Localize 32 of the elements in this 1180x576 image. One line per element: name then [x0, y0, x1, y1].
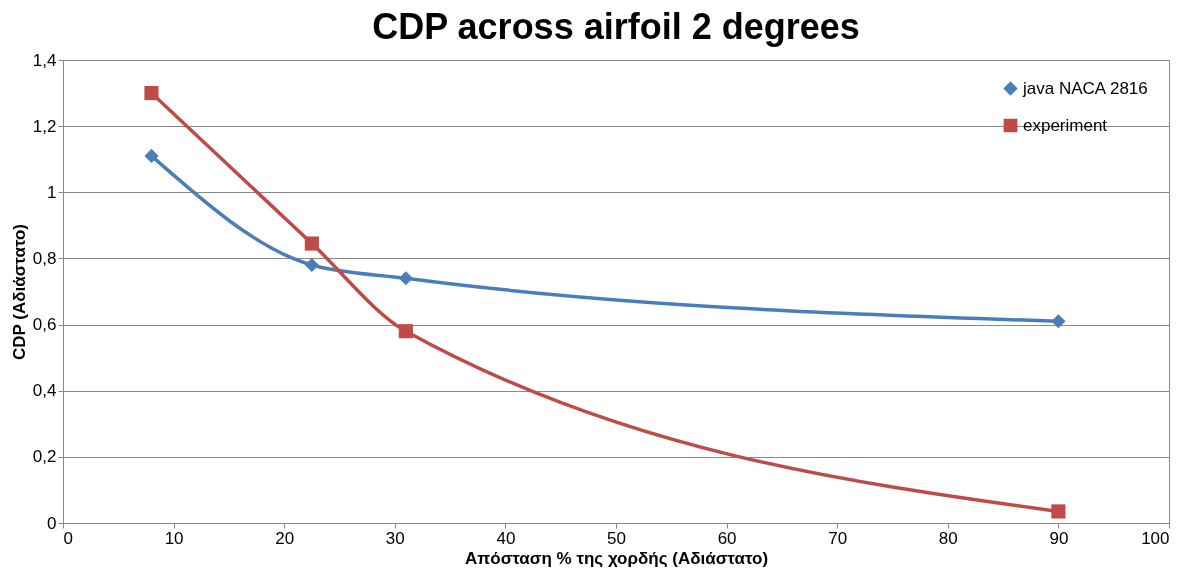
x-tick-label: 80 [938, 528, 958, 548]
point [1051, 314, 1066, 329]
y-tick-label: 0,8 [32, 248, 57, 268]
point [398, 271, 413, 286]
x-tick-label: 0 [63, 528, 73, 548]
y-axis-title: CDP (Αδιάστατο) [9, 223, 29, 361]
x-tick-label: 100 [1141, 528, 1170, 548]
y-tick-label: 1 [47, 182, 57, 202]
x-tick-label: 30 [385, 528, 405, 548]
point [144, 148, 159, 163]
point [304, 257, 319, 273]
legend-label: experiment [1023, 115, 1108, 135]
x-tick-label: 50 [607, 528, 626, 548]
point [144, 86, 159, 101]
x-tick-label: 20 [275, 528, 295, 548]
x-tick-label: 70 [828, 528, 848, 548]
y-tick-label: 0,6 [32, 315, 57, 335]
x-tick-label: 60 [717, 528, 737, 548]
x-axis-title: Απόσταση % της χορδής (Αδιάστατο) [464, 548, 769, 568]
y-tick-label: 1,4 [32, 50, 57, 70]
legend-label: java NACA 2816 [1022, 78, 1148, 98]
y-tick-label: 0,2 [32, 447, 57, 467]
y-tick-label: 1,2 [32, 116, 57, 136]
y-tick-label: 0,4 [32, 381, 57, 401]
point [398, 324, 413, 339]
point [304, 236, 319, 251]
y-tick-label: 0 [47, 513, 57, 533]
x-tick-label: 40 [496, 528, 516, 548]
x-tick-label: 90 [1049, 528, 1069, 548]
x-tick-label: 10 [164, 528, 184, 548]
chart-title: CDP across airfoil 2 degrees [372, 6, 860, 47]
point [1051, 504, 1066, 519]
